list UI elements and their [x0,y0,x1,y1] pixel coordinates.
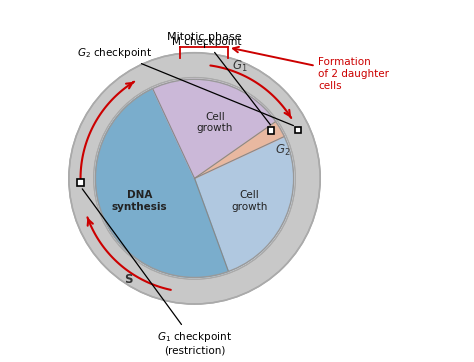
Polygon shape [194,122,284,178]
Circle shape [95,79,293,278]
Text: S: S [124,273,133,286]
Bar [295,127,301,133]
Bar [268,127,274,134]
Text: Formation
of 2 daughter
cells: Formation of 2 daughter cells [233,47,390,90]
Text: $G_1$: $G_1$ [232,59,247,74]
Bar [77,179,84,186]
Text: $G_1$ checkpoint
(restriction): $G_1$ checkpoint (restriction) [82,189,232,355]
Text: Mitotic phase: Mitotic phase [167,32,242,42]
Text: DNA
synthesis: DNA synthesis [112,190,167,212]
Circle shape [69,53,320,304]
Text: Cell
growth: Cell growth [197,112,233,133]
Polygon shape [153,79,284,178]
Text: Cell
growth: Cell growth [231,190,268,212]
Text: M checkpoint: M checkpoint [172,37,271,125]
Circle shape [94,77,295,279]
Text: $G_2$ checkpoint: $G_2$ checkpoint [77,46,293,126]
Polygon shape [194,136,293,272]
Text: $G_2$: $G_2$ [275,143,291,159]
Polygon shape [95,89,228,278]
